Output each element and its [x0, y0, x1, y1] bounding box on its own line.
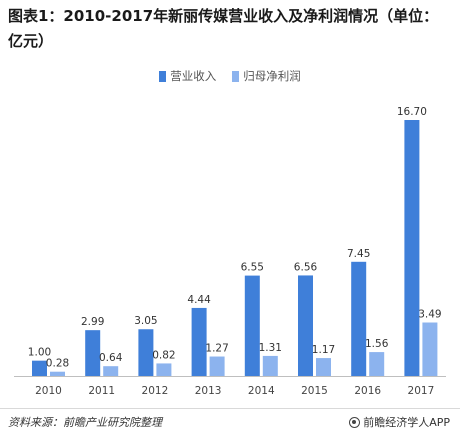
- legend-item-revenue: 营业收入: [159, 68, 216, 84]
- brand-text: 前瞻经济学人APP: [363, 416, 450, 429]
- data-label-profit-2017: 3.49: [418, 309, 441, 321]
- legend-label-profit: 归母净利润: [243, 69, 301, 83]
- x-tick-label-2010: 2010: [35, 385, 62, 397]
- x-tick-label-2017: 2017: [408, 385, 435, 397]
- circle-logo-icon: [349, 416, 361, 428]
- data-label-profit-2016: 1.56: [365, 338, 389, 350]
- legend-label-revenue: 营业收入: [170, 69, 217, 83]
- data-label-revenue-2011: 2.99: [81, 316, 104, 328]
- legend: 营业收入 归母净利润: [0, 68, 460, 84]
- bar-profit-2016: [369, 352, 385, 376]
- source-note: 资料来源：前瞻产业研究院整理: [8, 416, 162, 429]
- bar-profit-2012: [156, 363, 172, 376]
- chart-title: 图表1：2010-2017年新丽传媒营业收入及净利润情况（单位：亿元）: [8, 7, 439, 50]
- data-label-profit-2012: 0.82: [152, 349, 175, 361]
- bar-profit-2015: [316, 358, 331, 376]
- bar-revenue-2011: [85, 330, 101, 376]
- data-label-revenue-2015: 6.56: [294, 261, 318, 273]
- data-label-revenue-2017: 16.70: [397, 106, 427, 118]
- bar-profit-2010: [50, 371, 65, 376]
- bar-profit-2014: [262, 355, 278, 376]
- bar-profit-2017: [422, 322, 438, 376]
- bar-profit-2011: [103, 366, 119, 376]
- bar-revenue-2010: [32, 360, 47, 376]
- x-tick-label-2016: 2016: [354, 385, 381, 397]
- data-label-revenue-2010: 1.00: [28, 347, 51, 359]
- data-label-revenue-2013: 4.44: [187, 294, 211, 306]
- legend-item-profit: 归母净利润: [232, 68, 301, 84]
- x-tick-label-2011: 2011: [88, 385, 115, 397]
- bar-chart: 1.000.28 2010 2.99 0.64 2011 3.05 0.82 2012 4.44…: [14, 106, 446, 397]
- legend-swatch-revenue: [159, 70, 167, 82]
- bar-revenue-2015: [298, 275, 313, 376]
- bar-revenue-2013: [191, 307, 207, 376]
- data-label-profit-2015: 1.17: [312, 344, 335, 356]
- bar-revenue-2014: [244, 275, 260, 376]
- x-tick-label-2012: 2012: [142, 385, 169, 397]
- legend-swatch-profit: [232, 70, 240, 82]
- bar-revenue-2017: [404, 120, 420, 376]
- data-label-profit-2010: 0.28: [46, 358, 69, 370]
- footer-divider: [0, 408, 460, 409]
- bar-profit-2013: [209, 356, 225, 376]
- data-label-profit-2011: 0.64: [99, 352, 123, 364]
- bar-revenue-2012: [138, 329, 154, 376]
- data-label-profit-2014: 1.31: [259, 342, 282, 354]
- data-label-revenue-2014: 6.55: [241, 262, 264, 274]
- x-tick-label-2014: 2014: [248, 385, 275, 397]
- bar-revenue-2016: [351, 261, 367, 376]
- x-tick-label-2013: 2013: [195, 385, 222, 397]
- data-label-profit-2013: 1.27: [205, 343, 228, 355]
- brand-mark: 前瞻经济学人APP: [349, 414, 450, 430]
- data-label-revenue-2012: 3.05: [134, 315, 157, 327]
- x-tick-label-2015: 2015: [301, 385, 328, 397]
- data-label-revenue-2016: 7.45: [347, 248, 370, 260]
